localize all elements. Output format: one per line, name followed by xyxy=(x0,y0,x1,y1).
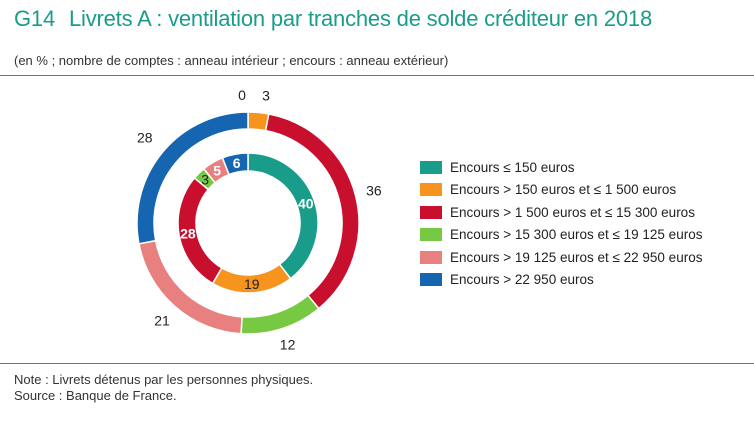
legend-item: Encours > 15 300 euros et ≤ 19 125 euros xyxy=(420,224,702,247)
source-text: Source : Banque de France. xyxy=(14,388,177,403)
chart-code: G14 xyxy=(14,6,55,31)
inner-ring-label: 3 xyxy=(201,172,209,188)
legend-swatch xyxy=(420,250,442,264)
outer-ring-slice xyxy=(136,111,249,245)
legend-swatch xyxy=(420,183,442,197)
outer-ring-label: 0 xyxy=(238,87,246,103)
outer-ring-label: 36 xyxy=(366,183,382,199)
top-divider xyxy=(0,75,754,76)
inner-ring-label: 40 xyxy=(298,195,314,211)
inner-ring-label: 6 xyxy=(233,155,241,171)
chart-title: G14 Livrets A : ventilation par tranches … xyxy=(14,6,652,32)
legend-label: Encours > 1 500 euros et ≤ 15 300 euros xyxy=(450,204,695,220)
outer-ring-label: 3 xyxy=(262,88,270,104)
legend-item: Encours > 1 500 euros et ≤ 15 300 euros xyxy=(420,201,702,224)
inner-ring-label: 5 xyxy=(213,162,221,178)
chart-title-text: Livrets A : ventilation par tranches de … xyxy=(68,6,652,31)
legend-swatch xyxy=(420,228,442,242)
inner-ring-slice xyxy=(221,152,249,176)
legend-item: Encours > 19 125 euros et ≤ 22 950 euros xyxy=(420,246,702,269)
chart-subtitle: (en % ; nombre de comptes : anneau intér… xyxy=(14,53,449,68)
legend-label: Encours > 150 euros et ≤ 1 500 euros xyxy=(450,182,677,198)
outer-ring-label: 21 xyxy=(154,313,170,329)
legend-item: Encours > 22 950 euros xyxy=(420,269,702,292)
legend-label: Encours > 15 300 euros et ≤ 19 125 euros xyxy=(450,227,703,243)
legend-item: Encours > 150 euros et ≤ 1 500 euros xyxy=(420,179,702,202)
inner-ring-label: 19 xyxy=(244,276,260,292)
outer-ring-label: 12 xyxy=(280,337,296,353)
legend-label: Encours ≤ 150 euros xyxy=(450,159,575,175)
legend-swatch xyxy=(420,205,442,219)
bottom-divider xyxy=(0,363,754,364)
inner-ring-label: 28 xyxy=(180,225,196,241)
legend: Encours ≤ 150 euros Encours > 150 euros e… xyxy=(420,156,702,291)
legend-swatch xyxy=(420,160,442,174)
legend-swatch xyxy=(420,273,442,287)
outer-ring-label: 28 xyxy=(137,130,153,146)
footnote: Note : Livrets détenus par les personnes… xyxy=(14,372,313,404)
inner-ring-slice xyxy=(247,152,319,280)
outer-ring-slice xyxy=(240,294,320,335)
legend-label: Encours > 19 125 euros et ≤ 22 950 euros xyxy=(450,249,703,265)
note-text: Note : Livrets détenus par les personnes… xyxy=(14,372,314,387)
legend-item: Encours ≤ 150 euros xyxy=(420,156,702,179)
legend-label: Encours > 22 950 euros xyxy=(450,272,594,288)
